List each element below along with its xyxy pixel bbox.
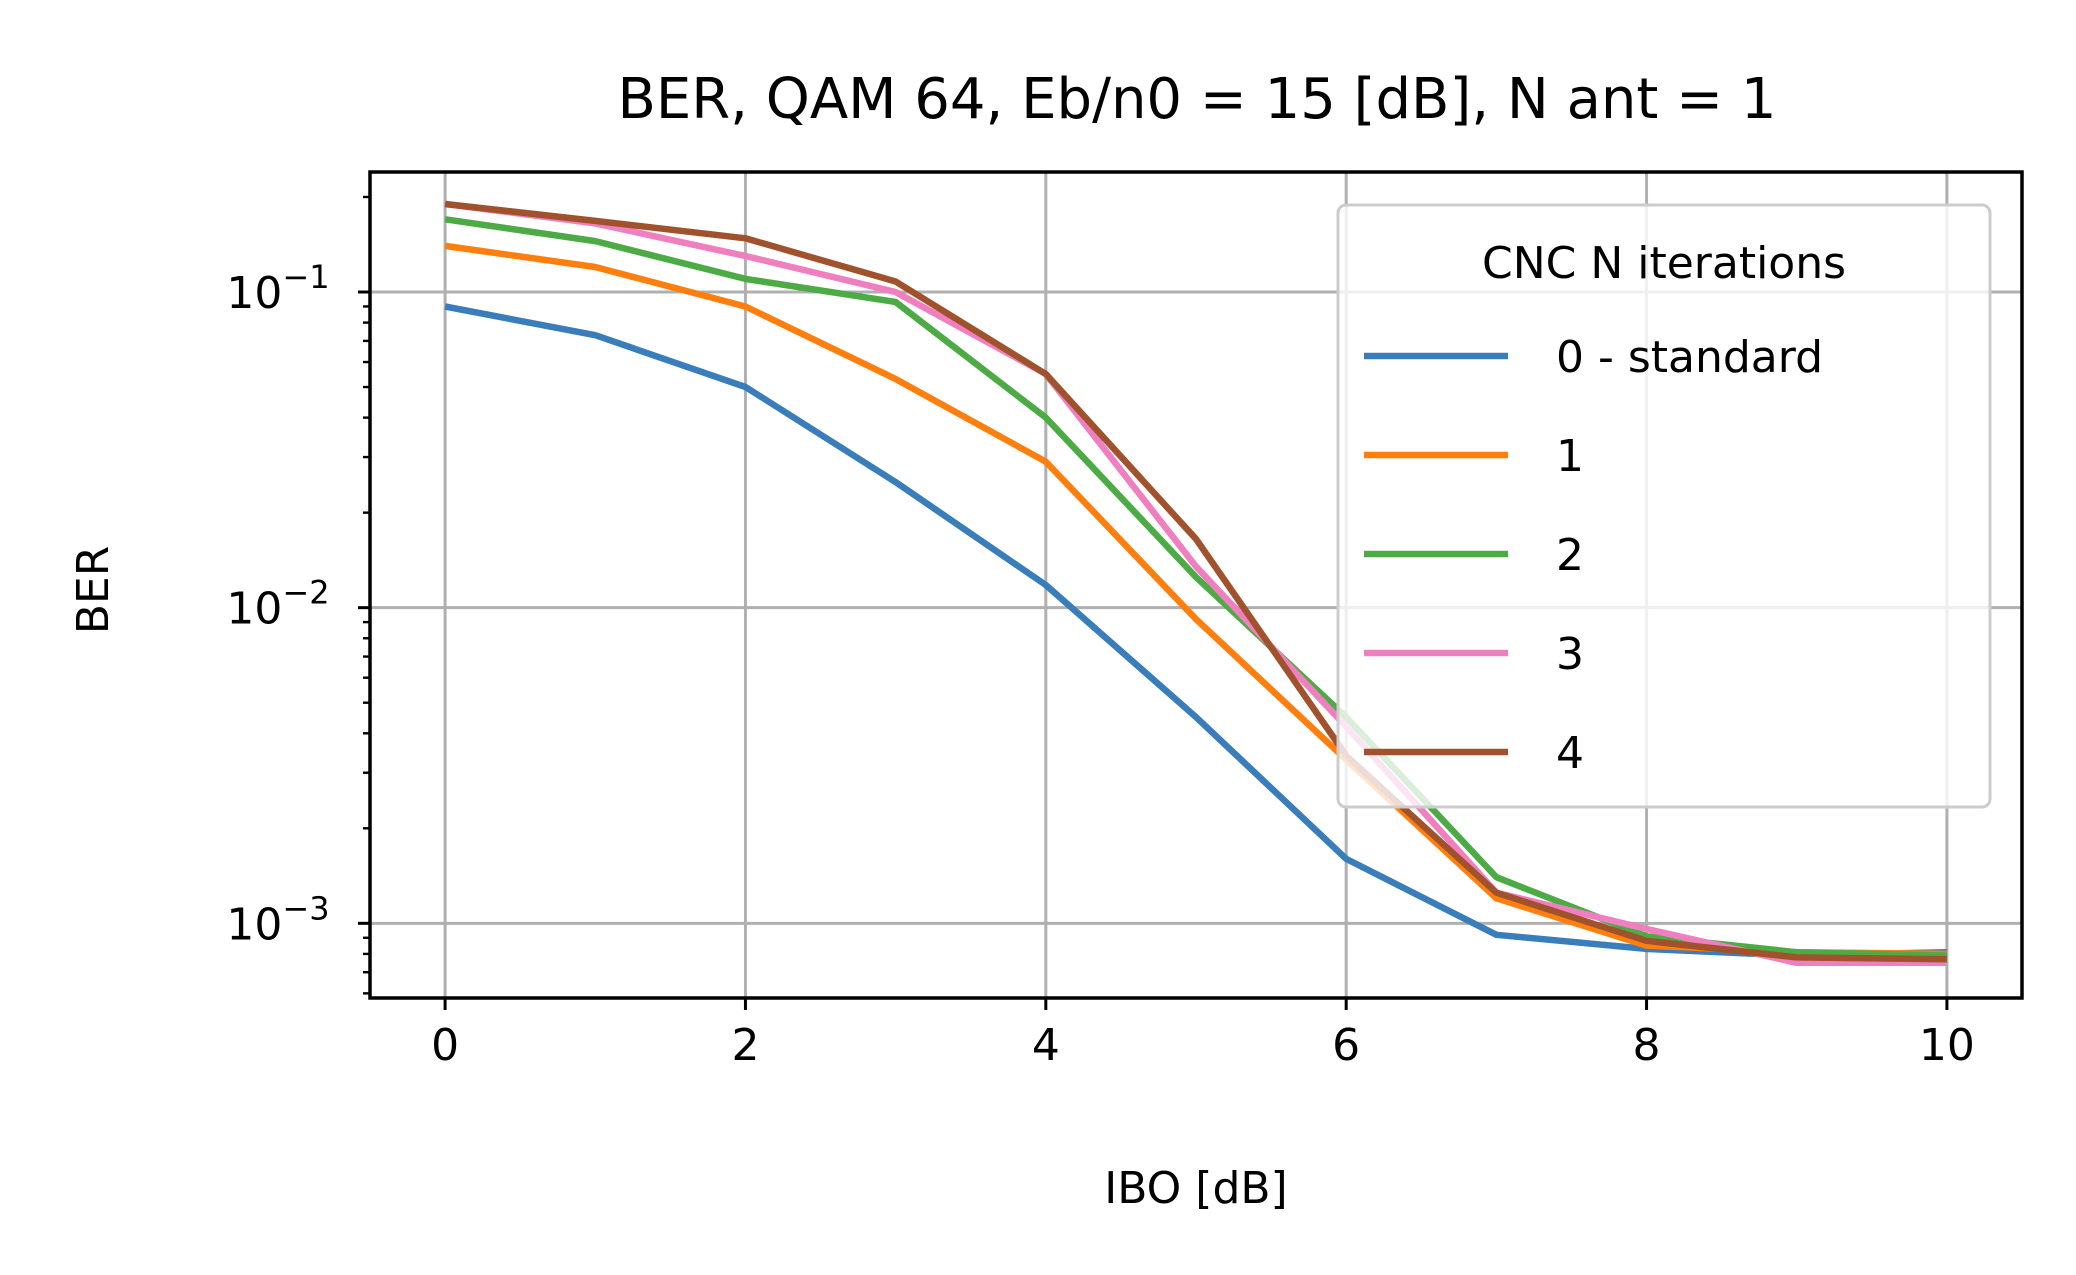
legend-box [1336,203,1992,809]
series-line-4 [444,200,1947,963]
y-tick-label: 10−1 [226,258,329,319]
y-tick-label: 10−3 [226,889,329,950]
legend-entry-label: 4 [1556,728,1584,779]
y-axis-label: BER [68,546,119,635]
plot-frame [368,170,2024,1000]
legend-entry-label: 1 [1556,431,1584,482]
x-tick-label: 0 [431,1020,459,1071]
x-tick-label: 8 [1633,1020,1661,1071]
x-axis: 0 2 4 6 8 10 [431,998,1975,1071]
x-tick-label: 2 [731,1020,759,1071]
x-tick-label: 6 [1332,1020,1360,1071]
series-lines [444,200,1947,967]
legend-entry-label: 0 - standard [1556,332,1823,383]
series-line-3 [444,200,1947,967]
x-tick-label: 4 [1032,1020,1060,1071]
legend-entry-label: 2 [1556,530,1584,581]
legend: CNC N iterations 0 - standard 1 2 3 4 [1336,203,1992,809]
y-tick-label: 10−2 [226,574,329,635]
legend-entry-label: 3 [1556,629,1584,680]
chart-title: BER, QAM 64, Eb/n0 = 15 [dB], N ant = 1 [617,67,1776,132]
x-axis-label: IBO [dB] [1104,1163,1287,1214]
legend-title: CNC N iterations [1482,238,1846,289]
x-tick-label: 10 [1919,1020,1975,1071]
series-line-standard [444,303,1947,959]
y-axis: 10−1 10−2 10−3 [226,258,370,950]
